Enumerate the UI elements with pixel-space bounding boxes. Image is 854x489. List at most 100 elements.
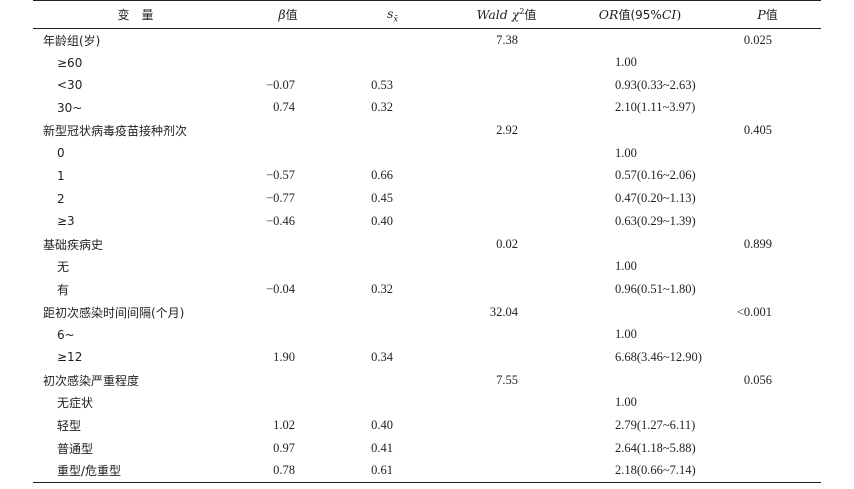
cell-se <box>338 29 447 52</box>
cell-p <box>714 142 821 165</box>
cell-variable: <30 <box>57 78 83 93</box>
cell-p: 0.025 <box>743 32 772 47</box>
cell-se <box>338 233 447 256</box>
header-p: P值 <box>714 0 821 29</box>
cell-or: 0.57(0.16~2.06) <box>615 168 696 183</box>
cell-p <box>714 165 821 188</box>
cell-or: 1.00 <box>615 55 637 70</box>
cell-wald <box>447 323 566 346</box>
cell-se <box>338 369 447 392</box>
cell-p <box>714 51 821 74</box>
cell-se: 0.61 <box>338 459 447 483</box>
cell-variable: 无 <box>57 260 70 275</box>
cell-or: 0.63(0.29~1.39) <box>615 213 696 228</box>
table-row-category: <30 −0.07 0.53 0.93(0.33~2.63) <box>33 74 821 97</box>
cell-variable: ≥12 <box>57 350 83 365</box>
cell-wald <box>447 74 566 97</box>
cell-p <box>714 74 821 97</box>
cell-p: 0.056 <box>743 372 772 387</box>
cell-beta: 1.02 <box>273 418 295 433</box>
cell-wald <box>447 51 566 74</box>
cell-variable: ≥3 <box>57 214 75 229</box>
cell-se: 0.40 <box>371 418 393 433</box>
cell-beta <box>238 369 338 392</box>
cell-variable: 基础疾病史 <box>43 237 104 252</box>
cell-beta <box>238 233 338 256</box>
regression-table: 变 量 β值 sx̄ Wald χ2值 OR值(95%CI) P值 年龄组(岁)… <box>33 0 821 483</box>
cell-or: 2.64(1.18~5.88) <box>615 440 696 455</box>
cell-wald <box>447 210 566 233</box>
cell-p <box>714 210 821 233</box>
table-row-variable: 年龄组(岁) 7.38 0.025 <box>33 29 821 52</box>
cell-p <box>714 392 821 415</box>
header-or: OR值(95%CI) <box>566 0 714 29</box>
cell-beta: −0.77 <box>266 191 295 206</box>
cell-beta: −0.46 <box>266 213 295 228</box>
cell-beta <box>238 142 338 165</box>
cell-or: 2.18(0.66~7.14) <box>566 459 714 483</box>
cell-or: 1.00 <box>615 145 637 160</box>
cell-variable: 重型/危重型 <box>33 459 238 483</box>
table-header: 变 量 β值 sx̄ Wald χ2值 OR值(95%CI) P值 <box>33 0 821 29</box>
cell-or: 1.00 <box>615 327 637 342</box>
cell-variable: 年龄组(岁) <box>43 33 101 48</box>
table-row-category: ≥60 1.00 <box>33 51 821 74</box>
cell-variable: 普通型 <box>57 441 94 456</box>
table-row-category: 无症状 1.00 <box>33 392 821 415</box>
cell-se: 0.32 <box>371 100 393 115</box>
cell-or: 1.00 <box>615 259 637 274</box>
cell-variable: 无症状 <box>57 396 94 411</box>
cell-beta <box>238 255 338 278</box>
cell-se <box>338 392 447 415</box>
cell-variable: 1 <box>57 168 65 183</box>
cell-wald: 7.55 <box>496 372 518 387</box>
cell-beta: −0.04 <box>266 281 295 296</box>
cell-wald <box>447 346 566 369</box>
cell-or: 0.93(0.33~2.63) <box>615 77 696 92</box>
cell-or: 1.00 <box>615 395 637 410</box>
cell-p <box>714 346 821 369</box>
cell-wald: 7.38 <box>496 32 518 47</box>
cell-wald <box>447 459 566 483</box>
cell-beta <box>238 119 338 142</box>
table-row-category: 30~ 0.74 0.32 2.10(1.11~3.97) <box>33 97 821 120</box>
cell-or <box>566 233 714 256</box>
table-row-category: ≥12 1.90 0.34 6.68(3.46~12.90) <box>33 346 821 369</box>
cell-se <box>338 119 447 142</box>
header-row: 变 量 β值 sx̄ Wald χ2值 OR值(95%CI) P值 <box>33 0 821 29</box>
header-wald: Wald χ2值 <box>447 0 566 29</box>
cell-beta <box>238 51 338 74</box>
header-se: sx̄ <box>338 0 447 29</box>
cell-se <box>338 255 447 278</box>
table-row-category: 无 1.00 <box>33 255 821 278</box>
cell-variable: 轻型 <box>57 419 82 434</box>
cell-se: 0.41 <box>371 440 393 455</box>
cell-beta <box>238 392 338 415</box>
cell-or <box>566 301 714 324</box>
table-row-category: 重型/危重型 0.78 0.61 2.18(0.66~7.14) <box>33 459 821 483</box>
cell-wald <box>447 392 566 415</box>
table-row-category: 6~ 1.00 <box>33 323 821 346</box>
regression-table-container: 变 量 β值 sx̄ Wald χ2值 OR值(95%CI) P值 年龄组(岁)… <box>33 0 821 483</box>
table-row-category: 0 1.00 <box>33 142 821 165</box>
header-beta: β值 <box>238 0 338 29</box>
cell-wald <box>447 437 566 460</box>
table-row-variable: 新型冠状病毒疫苗接种剂次 2.92 0.405 <box>33 119 821 142</box>
cell-se <box>338 51 447 74</box>
cell-wald: 0.02 <box>496 236 518 251</box>
header-variable: 变 量 <box>33 0 238 29</box>
cell-beta: −0.07 <box>266 77 295 92</box>
cell-se: 0.53 <box>371 77 393 92</box>
table-row-category: 2 −0.77 0.45 0.47(0.20~1.13) <box>33 187 821 210</box>
cell-variable: 2 <box>57 191 65 206</box>
cell-wald <box>447 414 566 437</box>
table-row-category: 普通型 0.97 0.41 2.64(1.18~5.88) <box>33 437 821 460</box>
table-row-category: ≥3 −0.46 0.40 0.63(0.29~1.39) <box>33 210 821 233</box>
cell-variable: 6~ <box>57 327 75 342</box>
table-row-category: 轻型 1.02 0.40 2.79(1.27~6.11) <box>33 414 821 437</box>
cell-p: 0.405 <box>743 123 772 138</box>
cell-wald: 32.04 <box>489 304 518 319</box>
cell-beta: 0.97 <box>273 440 295 455</box>
table-row-variable: 距初次感染时间间隔(个月) 32.04 <0.001 <box>33 301 821 324</box>
cell-p <box>714 97 821 120</box>
